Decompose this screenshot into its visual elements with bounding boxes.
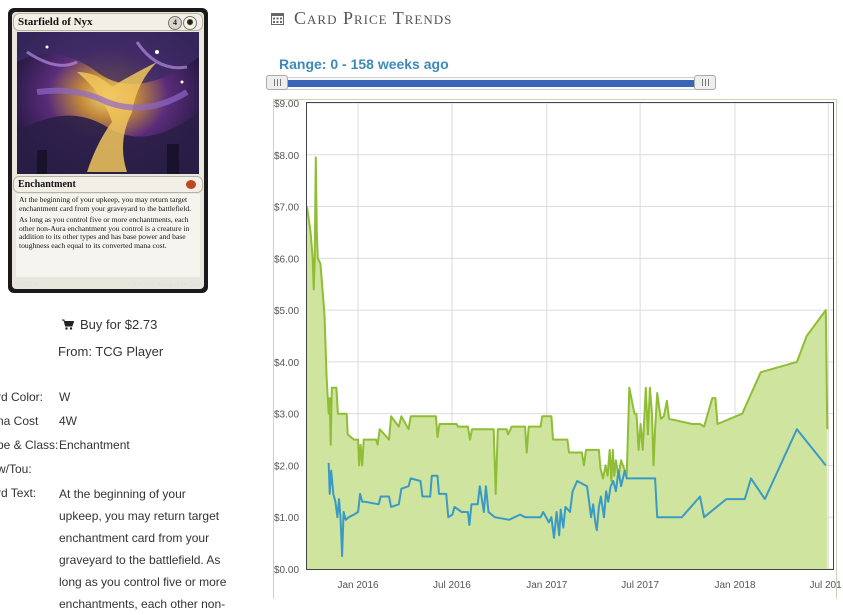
x-tick-label: Jan 2017 — [526, 580, 568, 591]
y-tick-label: $2.00 — [274, 461, 299, 472]
card-text-line: graveyard to the battlefield. As — [59, 553, 221, 567]
y-tick-label: $4.00 — [274, 358, 299, 369]
y-tick-label: $7.00 — [274, 203, 299, 214]
x-tick-label: Jul 2018 — [809, 580, 841, 591]
mana-cost-symbols: 4 ✺ — [168, 16, 197, 30]
copyright-text: ™ & © 2015 Wizards of the Coast — [126, 282, 202, 288]
foil-price-line — [306, 156, 829, 495]
y-tick-label: $5.00 — [274, 306, 299, 317]
detail-label: rd Color: — [0, 390, 44, 404]
x-tick-label: Jul 2017 — [621, 580, 659, 591]
collector-number: 033/272 M — [14, 282, 38, 288]
y-tick-label: $6.00 — [274, 254, 299, 265]
detail-value: W — [59, 390, 71, 404]
detail-value: Enchantment — [59, 438, 130, 452]
chart-x-axis: Jan 2016 Jul 2016 Jan 2017 Jul 2017 Jan 2018… — [337, 580, 841, 591]
y-tick-label: $9.00 — [274, 99, 299, 110]
vendor-label: From: TCG Player — [58, 344, 164, 359]
y-tick-label: $0.00 — [274, 565, 299, 576]
detail-label: w/Tou: — [0, 462, 32, 476]
card-name: Starfield of Nyx — [18, 16, 93, 28]
card-type-line: Enchantment — [18, 179, 76, 190]
chart-y-axis: $0.00 $1.00 $2.00 $3.00 $4.00 $5.00 $6.00 $7.00… — [274, 99, 299, 576]
chart-plot-border — [306, 102, 834, 570]
detail-value: 4W — [59, 414, 77, 428]
price-trend-chart: $0.00 $1.00 $2.00 $3.00 $4.00 $5.00 $6.00 $7.00… — [273, 99, 841, 599]
card-text-line: upkeep, you may return target — [59, 509, 220, 523]
card-frame: Starfield of Nyx 4 ✺ — [12, 12, 204, 289]
range-slider-fill — [279, 80, 703, 87]
card-text-line: enchantment card from your — [59, 531, 210, 545]
calendar-icon — [271, 9, 284, 30]
shopping-cart-icon — [62, 318, 75, 333]
rules-paragraph: As long as you control five or more ench… — [19, 215, 190, 250]
range-slider[interactable] — [266, 75, 716, 90]
detail-label: na Cost — [0, 414, 39, 428]
price-trends-heading: Card Price Trends — [271, 8, 452, 30]
range-label: Range: 0 - 158 weeks ago — [279, 56, 449, 72]
x-tick-label: Jan 2016 — [337, 580, 379, 591]
y-tick-label: $3.00 — [274, 410, 299, 421]
detail-label: pe & Class: — [0, 438, 59, 452]
card-name-bar: Starfield of Nyx 4 ✺ — [13, 13, 203, 31]
card-artwork — [17, 32, 199, 174]
card-text-line: enchantments, each other non- — [59, 597, 226, 611]
card-text-value: At the beginning of your upkeep, you may… — [59, 483, 239, 615]
buy-price-label[interactable]: Buy for $2.73 — [80, 317, 158, 332]
card-type-bar: Enchantment — [13, 176, 203, 193]
card-rules-text: At the beginning of your upkeep, you may… — [16, 194, 200, 277]
rules-paragraph: At the beginning of your upkeep, you may… — [19, 195, 192, 213]
y-tick-label: $1.00 — [274, 513, 299, 524]
generic-mana-icon: 4 — [168, 16, 182, 30]
white-mana-icon: ✺ — [183, 16, 197, 30]
card-footer: 033/272 M ™ & © 2015 Wizards of the Coas… — [14, 282, 202, 291]
range-slider-start-handle[interactable] — [266, 75, 288, 90]
buy-link[interactable]: Buy for $2.73 — [62, 317, 157, 333]
card-text-line: At the beginning of your — [59, 487, 186, 501]
price-trends-title: Card Price Trends — [294, 8, 453, 28]
x-tick-label: Jul 2016 — [433, 580, 471, 591]
y-tick-label: $8.00 — [274, 151, 299, 162]
card-image: Starfield of Nyx 4 ✺ — [8, 8, 208, 293]
normal-price-line — [327, 428, 827, 558]
series-area — [307, 157, 828, 569]
range-slider-end-handle[interactable] — [694, 75, 716, 90]
detail-label: rd Text: — [0, 486, 37, 500]
set-symbol-icon — [186, 180, 196, 189]
x-tick-label: Jan 2018 — [714, 580, 756, 591]
chart-series — [306, 156, 829, 569]
card-text-line: long as you control five or more — [59, 575, 227, 589]
